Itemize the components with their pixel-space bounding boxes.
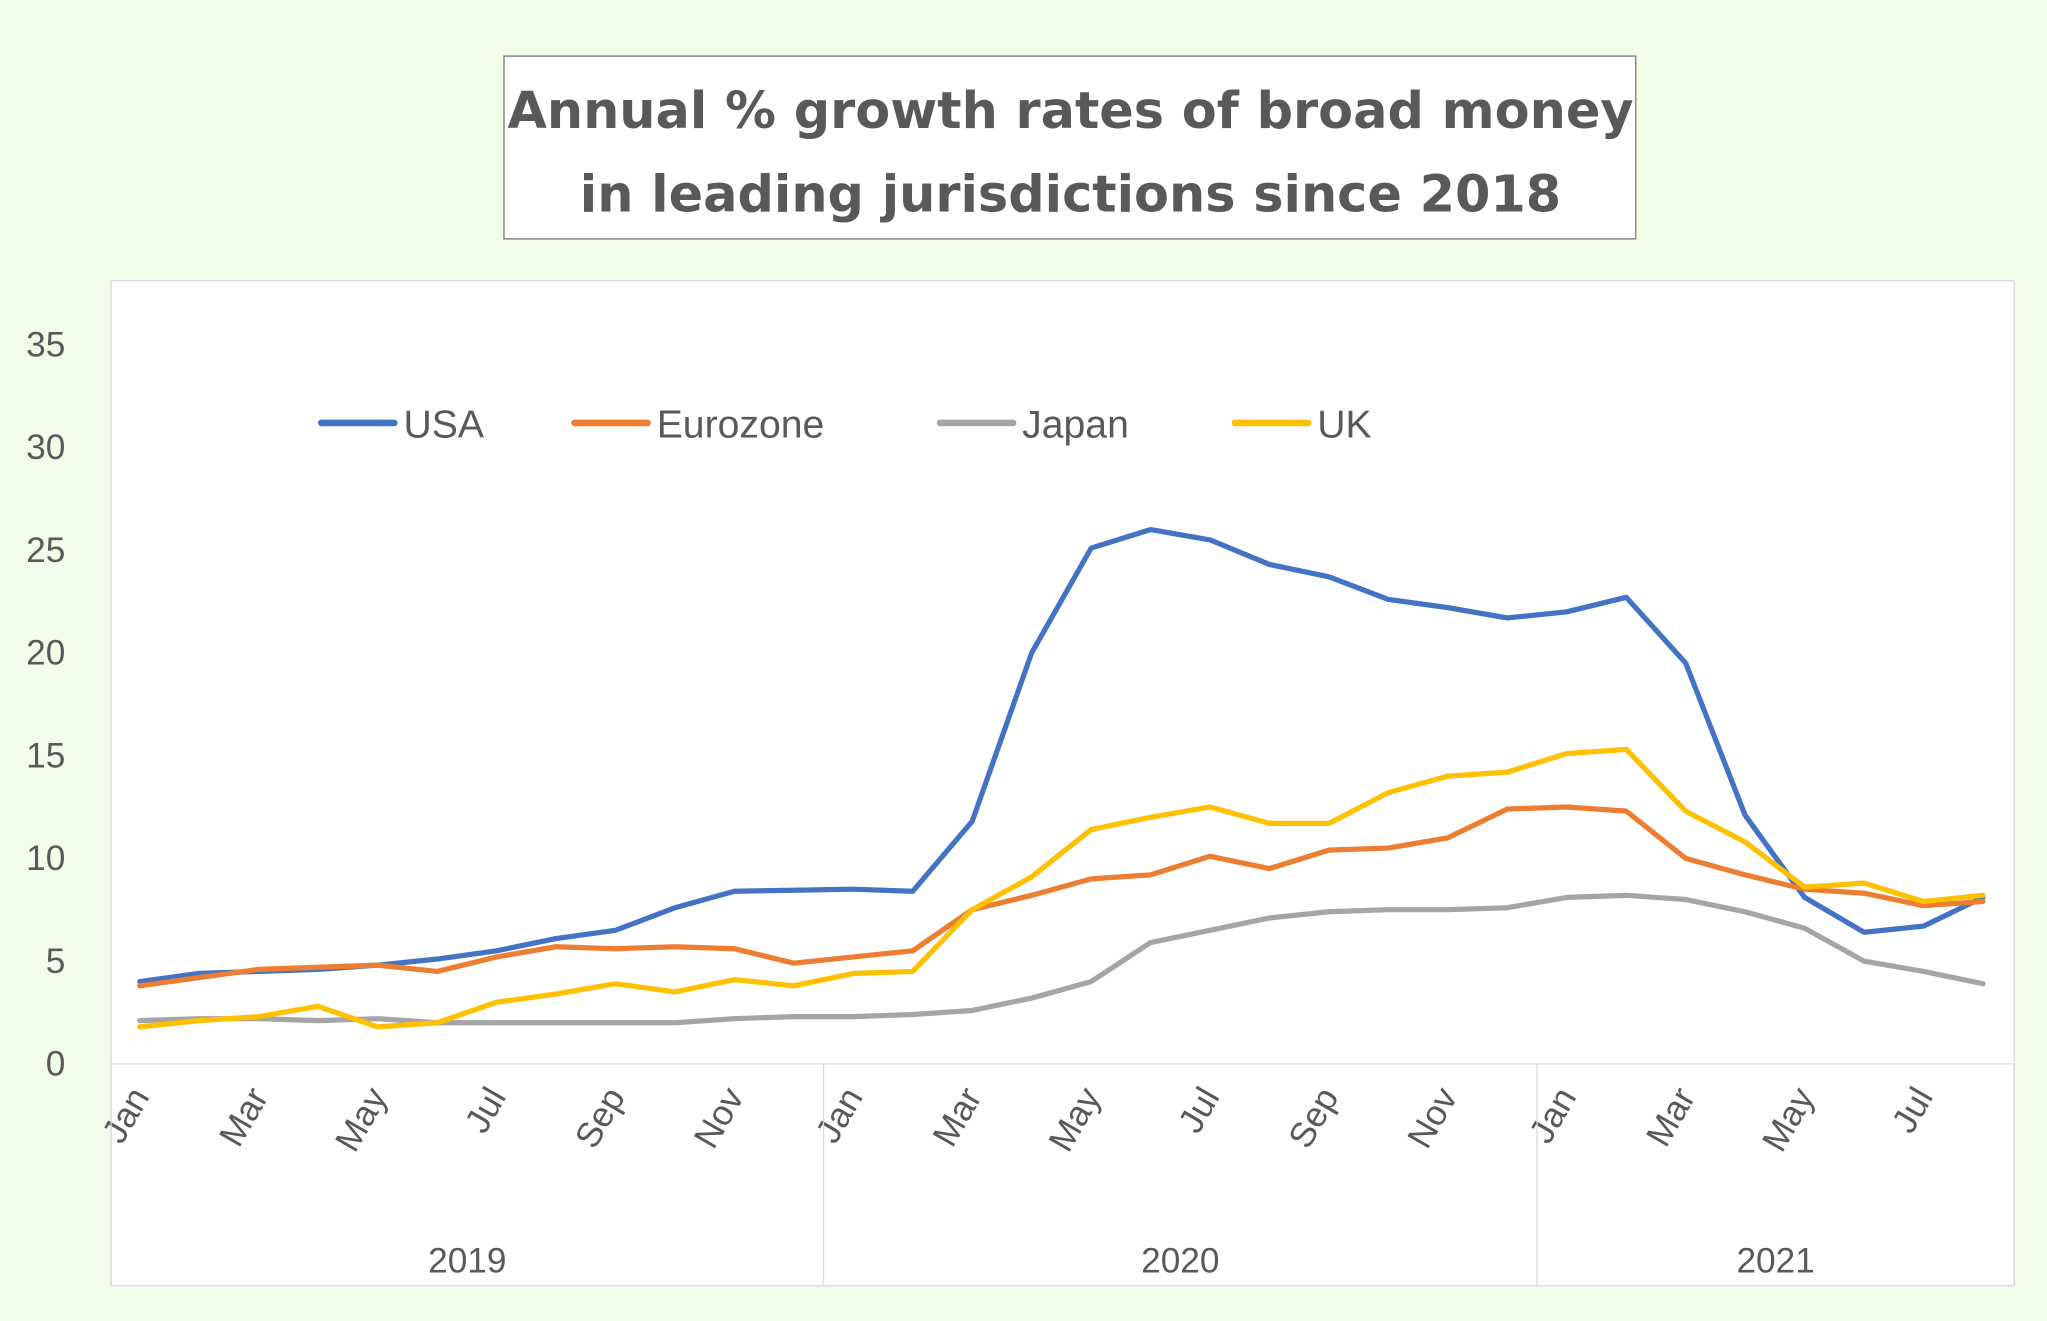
series-line-eurozone: [137, 804, 1986, 989]
year-label: 2019: [428, 1242, 506, 1281]
y-tick-label: 15: [26, 736, 65, 775]
chart-title-line-1: Annual % growth rates of broad money: [507, 82, 1633, 141]
series-line-uk: [137, 746, 1986, 1030]
y-tick-label: 25: [26, 531, 65, 570]
legend-label-japan: Japan: [1022, 403, 1129, 446]
legend-label-uk: UK: [1317, 403, 1371, 446]
y-tick-label: 30: [26, 428, 65, 467]
y-tick-label: 20: [26, 634, 65, 673]
y-tick-label: 5: [46, 942, 66, 981]
legend-label-eurozone: Eurozone: [657, 403, 825, 446]
chart-title-line-2: in leading jurisdictions since 2018: [580, 165, 1561, 224]
series-line-japan: [137, 892, 1986, 1026]
legend-label-usa: USA: [403, 403, 484, 446]
y-tick-label: 35: [26, 325, 65, 364]
y-tick-label: 10: [26, 839, 65, 878]
series-line-usa: [137, 526, 1986, 985]
y-tick-label: 0: [46, 1045, 66, 1084]
year-label: 2021: [1736, 1242, 1814, 1281]
year-label: 2020: [1141, 1242, 1219, 1281]
title-box: [503, 55, 1637, 240]
plot-area: [110, 279, 2015, 1287]
